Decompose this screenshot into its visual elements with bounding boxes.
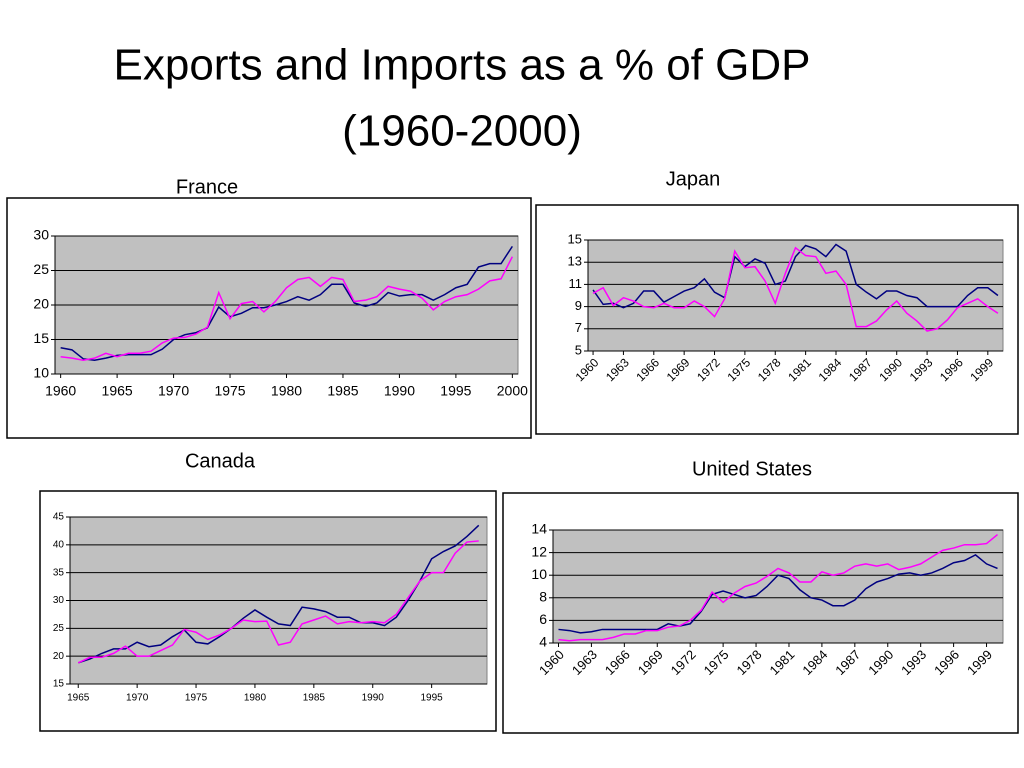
- x-tick-label: 1970: [126, 693, 149, 704]
- y-tick-label: 11: [569, 276, 583, 291]
- series-line: [592, 243, 999, 309]
- series-line: [558, 533, 998, 642]
- x-tick-label: 1990: [362, 693, 385, 704]
- x-tick-label: 1965: [102, 383, 133, 399]
- chart-title: Canada: [185, 450, 256, 472]
- x-tick-label: 1985: [327, 383, 358, 399]
- y-tick-label: 12: [531, 543, 547, 559]
- series-line: [60, 245, 513, 361]
- y-tick-label: 30: [33, 227, 49, 243]
- chart-title: United States: [692, 458, 812, 480]
- y-tick-label: 4: [539, 634, 547, 650]
- series-line: [60, 256, 514, 361]
- x-tick-label: 1980: [244, 693, 267, 704]
- x-tick-label: 1975: [214, 383, 245, 399]
- y-tick-label: 20: [53, 651, 65, 662]
- x-tick-label: 1965: [67, 693, 90, 704]
- y-tick-label: 40: [53, 539, 65, 550]
- series-line: [77, 540, 479, 664]
- plot-area: [552, 529, 1004, 644]
- series-line: [592, 246, 999, 332]
- x-tick-label: 1985: [303, 693, 326, 704]
- slide-subtitle: (1960-2000): [342, 107, 582, 156]
- y-tick-label: 35: [53, 567, 65, 578]
- x-tick-label: 1990: [384, 383, 415, 399]
- y-tick-label: 25: [33, 261, 49, 277]
- x-tick-label: 1970: [158, 383, 189, 399]
- y-tick-label: 10: [33, 365, 49, 381]
- y-tick-label: 15: [568, 231, 582, 246]
- y-tick-label: 25: [53, 623, 65, 634]
- y-tick-label: 20: [33, 296, 49, 312]
- series-line: [558, 553, 998, 634]
- y-tick-label: 10: [531, 566, 547, 582]
- y-tick-label: 15: [53, 679, 65, 690]
- x-tick-label: 1960: [45, 383, 76, 399]
- y-tick-label: 9: [575, 298, 582, 313]
- y-tick-label: 6: [539, 611, 547, 627]
- series-line: [78, 524, 480, 664]
- x-tick-label: 1975: [185, 693, 208, 704]
- x-tick-label: 2000: [497, 383, 528, 399]
- x-tick-label: 1995: [421, 693, 444, 704]
- y-tick-label: 13: [568, 254, 582, 269]
- y-tick-label: 30: [53, 595, 65, 606]
- x-tick-label: 1995: [440, 383, 471, 399]
- y-tick-label: 14: [531, 521, 547, 537]
- y-tick-label: 15: [33, 330, 49, 346]
- x-tick-label: 1980: [271, 383, 302, 399]
- chart-title: France: [176, 176, 238, 198]
- y-tick-label: 45: [53, 512, 65, 523]
- slide-title: Exports and Imports as a % of GDP: [114, 41, 811, 90]
- y-tick-label: 8: [539, 589, 547, 605]
- chart-title: Japan: [666, 168, 721, 190]
- y-tick-label: 7: [575, 320, 582, 335]
- y-tick-label: 5: [575, 342, 582, 357]
